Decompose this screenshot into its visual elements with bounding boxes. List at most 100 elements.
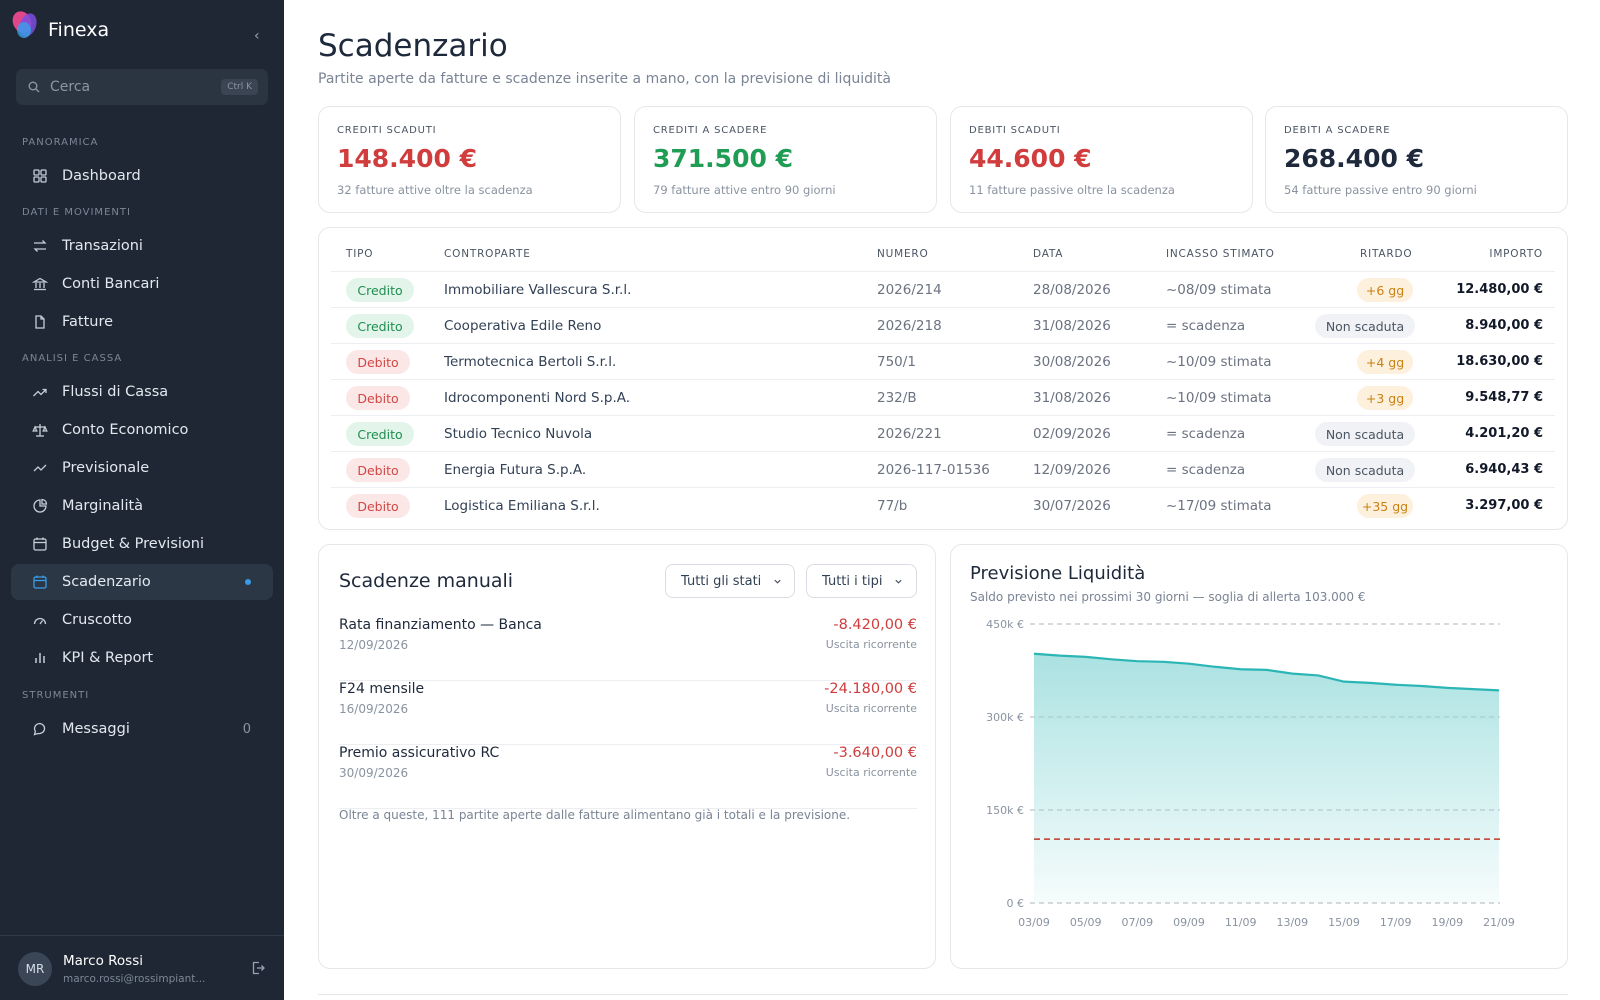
status-filter-select[interactable]: Tutti gli stati (665, 564, 795, 598)
logout-icon[interactable] (250, 960, 266, 976)
user-panel: MR Marco Rossi marco.rossi@rossimpiant..… (0, 935, 284, 1000)
invoice-number: 750/1 (877, 354, 916, 370)
page-title: Scadenzario (318, 28, 508, 64)
app-name: Finexa (48, 19, 110, 41)
counterparty: Idrocomponenti Nord S.p.A. (444, 390, 631, 406)
x-tick-label: 17/09 (1380, 916, 1412, 929)
sidebar-item-messaggi[interactable]: Messaggi 0 (11, 711, 273, 747)
deadline-amount: -3.640,00 € (833, 745, 917, 761)
sidebar-item-label: Flussi di Cassa (62, 384, 169, 400)
section-label: ANALISI E CASSA (22, 353, 123, 364)
sidebar-item-label: Conti Bancari (62, 276, 160, 292)
type-badge: Debito (346, 494, 410, 518)
sidebar-item-conto-economico[interactable]: Conto Economico (11, 412, 273, 448)
deadline-amount: -8.420,00 € (833, 617, 917, 633)
search-shortcut: Ctrl K (221, 79, 258, 95)
kpi-value: 44.600 € (969, 144, 1092, 173)
brand[interactable] (10, 8, 40, 42)
sidebar-item-fatture[interactable]: Fatture (11, 304, 273, 340)
amount: 9.548,77 € (1465, 390, 1543, 405)
column-header[interactable]: TIPO (346, 248, 374, 260)
manual-deadline-item[interactable]: F24 mensile 16/09/2026 -24.180,00 € Usci… (339, 681, 917, 745)
kpi-card-crediti-a-scadere: CREDITI A SCADERE 371.500 € 79 fatture a… (634, 106, 937, 213)
type-filter-select[interactable]: Tutti i tipi (806, 564, 917, 598)
column-header[interactable]: RITARDO (1360, 248, 1413, 260)
delay-badge: +35 gg (1357, 494, 1413, 518)
type-badge: Debito (346, 458, 410, 482)
invoice-date: 02/09/2026 (1033, 426, 1111, 442)
table-row[interactable]: Debito Logistica Emiliana S.r.l. 77/b 30/07… (331, 487, 1555, 523)
column-header[interactable]: NUMERO (877, 248, 929, 260)
x-tick-label: 11/09 (1225, 916, 1257, 929)
deadline-name: F24 mensile (339, 681, 425, 697)
chart-title: Previsione Liquidità (970, 563, 1146, 584)
estimated-collection: ~10/09 stimata (1166, 390, 1272, 406)
table-row[interactable]: Debito Termotecnica Bertoli S.r.l. 750/1 30… (331, 343, 1555, 379)
page-subtitle: Partite aperte da fatture e scadenze ins… (318, 71, 891, 87)
y-tick-label: 450k € (986, 618, 1024, 631)
liquidity-chart: 0 € 150k € 300k € 450k € 03/09 05/09 07/09 09/0… (986, 618, 1515, 929)
amount: 4.201,20 € (1465, 426, 1543, 441)
table-row[interactable]: Credito Immobiliare Vallescura S.r.l. 2026… (331, 271, 1555, 307)
x-tick-label: 21/09 (1483, 916, 1515, 929)
sidebar-item-previsionale[interactable]: Previsionale (11, 450, 273, 486)
sidebar-item-flussi-di-cassa[interactable]: Flussi di Cassa (11, 374, 273, 410)
sidebar-item-cruscotto[interactable]: Cruscotto (11, 602, 273, 638)
amount: 12.480,00 € (1456, 282, 1543, 297)
avatar[interactable]: MR (18, 952, 52, 986)
table-row[interactable]: Debito Energia Futura S.p.A. 2026-117-0153… (331, 451, 1555, 487)
sidebar-item-conti-bancari[interactable]: Conti Bancari (11, 266, 273, 302)
sidebar-item-transazioni[interactable]: Transazioni (11, 228, 273, 264)
manual-deadline-item[interactable]: Premio assicurativo RC 30/09/2026 -3.640… (339, 745, 917, 809)
forecast-area (1034, 653, 1499, 903)
chevron-down-icon (774, 579, 781, 584)
type-badge: Credito (346, 314, 414, 338)
x-tick-label: 19/09 (1431, 916, 1463, 929)
column-header[interactable]: IMPORTO (1489, 248, 1543, 260)
x-tick-label: 05/09 (1070, 916, 1102, 929)
type-filter-value: Tutti i tipi (822, 573, 883, 589)
kpi-card-debiti-a-scadere: DEBITI A SCADERE 268.400 € 54 fatture pa… (1265, 106, 1568, 213)
search-box[interactable]: Cerca Ctrl K (16, 69, 268, 105)
table-row[interactable]: Debito Idrocomponenti Nord S.p.A. 232/B 31/… (331, 379, 1555, 415)
y-tick-label: 0 € (1007, 897, 1025, 910)
kpi-title: CREDITI SCADUTI (337, 125, 437, 136)
invoice-date: 31/08/2026 (1033, 318, 1111, 334)
pie-icon (33, 498, 48, 513)
invoice-date: 30/08/2026 (1033, 354, 1111, 370)
column-header[interactable]: INCASSO STIMATO (1166, 248, 1275, 260)
table-row[interactable]: Credito Cooperativa Edile Reno 2026/218 31/… (331, 307, 1555, 343)
invoice-date: 30/07/2026 (1033, 498, 1111, 514)
sidebar-item-label: Marginalità (62, 498, 144, 514)
user-name: Marco Rossi (63, 953, 143, 969)
column-header[interactable]: CONTROPARTE (444, 248, 531, 260)
y-tick-label: 300k € (986, 711, 1024, 724)
kpi-value: 268.400 € (1284, 144, 1424, 173)
type-badge: Credito (346, 278, 414, 302)
type-badge: Debito (346, 386, 410, 410)
sidebar-item-label: Previsionale (62, 460, 150, 476)
document-icon (35, 315, 45, 329)
invoice-number: 232/B (877, 390, 917, 406)
sidebar-item-marginalita[interactable]: Marginalità (11, 488, 273, 524)
table-row[interactable]: Credito Studio Tecnico Nuvola 2026/221 02/0… (331, 415, 1555, 451)
amount: 8.940,00 € (1465, 318, 1543, 333)
calendar-icon (33, 575, 47, 589)
status-filter-value: Tutti gli stati (681, 573, 762, 589)
amount: 6.940,43 € (1465, 462, 1543, 477)
kpi-note: 54 fatture passive entro 90 giorni (1284, 183, 1477, 197)
sidebar-item-scadenzario[interactable]: Scadenzario (11, 564, 273, 600)
sidebar-item-dashboard[interactable]: Dashboard (11, 158, 273, 194)
invoice-number: 2026/214 (877, 282, 942, 298)
sidebar-item-budget-previsioni[interactable]: Budget & Previsioni (11, 526, 273, 562)
amount: 3.297,00 € (1465, 498, 1543, 513)
column-header[interactable]: DATA (1033, 248, 1064, 260)
sidebar-item-kpi-report[interactable]: KPI & Report (11, 640, 273, 676)
user-email: marco.rossi@rossimpiant... (63, 973, 206, 985)
kpi-title: CREDITI A SCADERE (653, 125, 768, 136)
x-tick-label: 03/09 (1018, 916, 1050, 929)
collapse-sidebar-icon[interactable]: ‹ (254, 28, 260, 44)
type-badge: Credito (346, 422, 414, 446)
manual-deadline-item[interactable]: Rata finanziamento — Banca 12/09/2026 -8… (339, 617, 917, 681)
invoice-date: 31/08/2026 (1033, 390, 1111, 406)
